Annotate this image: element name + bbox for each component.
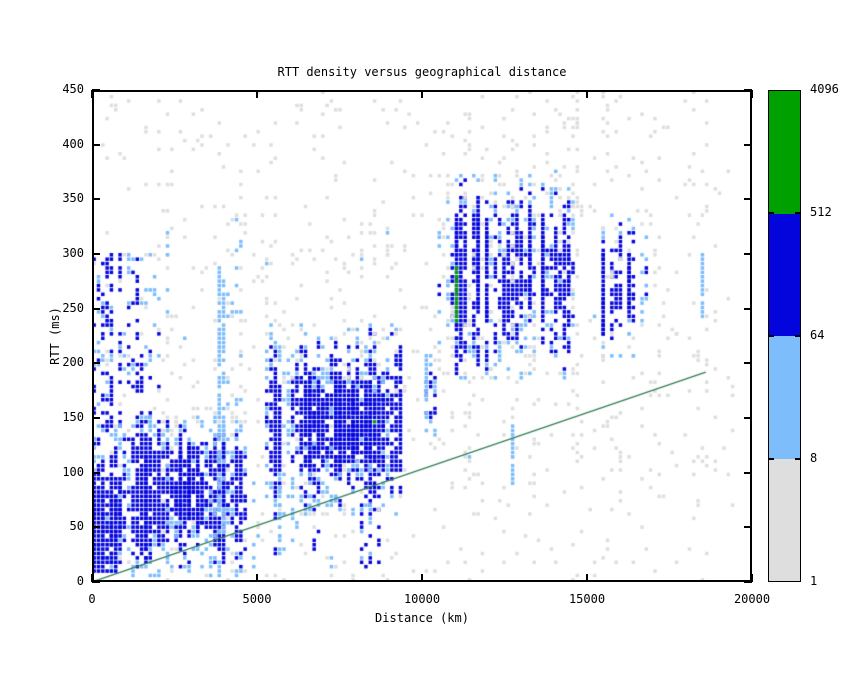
colorbar-level-label: 4096 bbox=[810, 82, 839, 96]
y-tick-label: 450 bbox=[62, 82, 84, 96]
colorbar bbox=[768, 90, 801, 582]
x-tick-mark-top bbox=[91, 90, 93, 98]
colorbar-level-label: 8 bbox=[810, 451, 818, 465]
y-tick-mark-right bbox=[744, 89, 752, 91]
colorbar-boundary-tick bbox=[769, 458, 774, 460]
colorbar-band-3 bbox=[769, 91, 800, 214]
y-tick-label: 200 bbox=[62, 355, 84, 370]
y-tick-mark bbox=[92, 471, 100, 474]
y-tick-mark bbox=[92, 362, 100, 365]
y-tick-mark-right bbox=[744, 307, 752, 310]
y-tick-mark-right bbox=[744, 526, 752, 529]
x-tick-mark-top bbox=[751, 90, 753, 98]
y-tick-mark-right bbox=[744, 198, 752, 201]
x-tick-mark bbox=[256, 574, 258, 582]
x-tick-mark bbox=[91, 574, 93, 582]
x-tick-label: 15000 bbox=[568, 592, 606, 606]
x-tick-mark bbox=[751, 574, 753, 582]
colorbar-boundary-tick bbox=[795, 335, 800, 337]
colorbar-boundary-tick bbox=[795, 212, 800, 214]
y-tick-mark-right bbox=[744, 417, 752, 419]
colorbar-level-label: 512 bbox=[810, 205, 832, 219]
y-tick-label: 0 bbox=[76, 574, 84, 588]
y-tick-mark bbox=[92, 417, 100, 419]
y-tick-label: 400 bbox=[62, 136, 84, 151]
x-axis-label: Distance (km) bbox=[375, 611, 469, 625]
x-tick-label: 20000 bbox=[733, 592, 771, 606]
colorbar-boundary-tick bbox=[769, 335, 774, 337]
y-tick-label: 300 bbox=[62, 246, 84, 260]
density-heatmap-canvas bbox=[92, 90, 752, 582]
x-tick-mark-top bbox=[256, 90, 258, 98]
colorbar-level-label: 1 bbox=[810, 574, 818, 588]
colorbar-band-1 bbox=[769, 336, 800, 459]
y-tick-label: 150 bbox=[62, 410, 84, 424]
x-tick-mark-top bbox=[586, 90, 588, 98]
y-tick-mark bbox=[92, 143, 100, 146]
y-tick-mark bbox=[92, 526, 100, 529]
x-tick-mark bbox=[586, 574, 588, 582]
y-tick-label: 100 bbox=[62, 464, 84, 479]
y-tick-mark-right bbox=[744, 253, 752, 255]
colorbar-boundary-tick bbox=[795, 458, 800, 460]
chart-title: RTT density versus geographical distance bbox=[277, 65, 567, 79]
y-tick-mark bbox=[92, 253, 100, 255]
x-tick-label: 5000 bbox=[242, 592, 272, 606]
y-tick-mark bbox=[92, 581, 100, 583]
x-tick-label: 0 bbox=[88, 592, 96, 606]
y-tick-mark-right bbox=[744, 143, 752, 146]
colorbar-band-2 bbox=[769, 213, 800, 336]
y-tick-label: 250 bbox=[62, 300, 84, 315]
y-tick-label: 350 bbox=[62, 191, 84, 206]
y-tick-mark-right bbox=[744, 362, 752, 365]
y-tick-mark bbox=[92, 89, 100, 91]
y-tick-mark-right bbox=[744, 581, 752, 583]
x-tick-label: 10000 bbox=[403, 592, 441, 606]
colorbar-level-label: 64 bbox=[810, 328, 825, 342]
y-tick-mark bbox=[92, 307, 100, 310]
y-tick-label: 50 bbox=[69, 519, 84, 534]
y-tick-mark bbox=[92, 198, 100, 201]
y-tick-mark-right bbox=[744, 471, 752, 474]
x-tick-mark-top bbox=[421, 90, 423, 98]
colorbar-boundary-tick bbox=[769, 212, 774, 214]
colorbar-band-0 bbox=[769, 458, 800, 581]
x-tick-mark bbox=[421, 574, 423, 582]
